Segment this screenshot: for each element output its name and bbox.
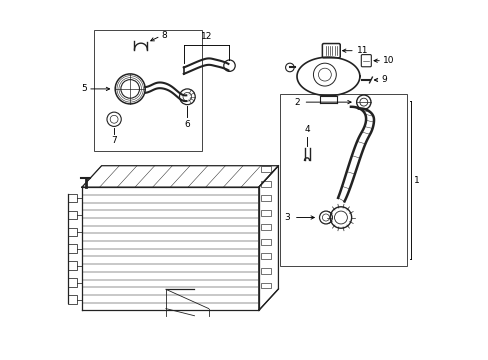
Bar [260,181,271,186]
Bar [68,261,77,270]
Bar [260,283,271,288]
Text: 7: 7 [111,136,117,145]
Bar [260,195,271,201]
Bar [260,225,271,230]
Bar [260,253,271,259]
Bar [260,239,271,245]
Bar [68,228,77,236]
Bar [68,296,77,304]
Bar [260,210,271,216]
Text: 6: 6 [184,120,190,129]
Text: 11: 11 [356,46,367,55]
Bar [260,166,271,172]
Bar [68,244,77,253]
Bar [260,268,271,274]
Text: 2: 2 [294,98,299,107]
Bar [68,194,77,202]
Text: 5: 5 [81,84,86,93]
Bar [280,94,406,266]
Text: 10: 10 [382,56,394,65]
Text: 12: 12 [201,32,212,41]
Text: 3: 3 [284,213,290,222]
Bar [68,211,77,219]
Text: 4: 4 [304,125,309,134]
Bar [94,30,201,152]
Text: 1: 1 [413,176,419,185]
Text: 8: 8 [162,31,167,40]
Bar [68,278,77,287]
Text: 9: 9 [381,76,386,85]
